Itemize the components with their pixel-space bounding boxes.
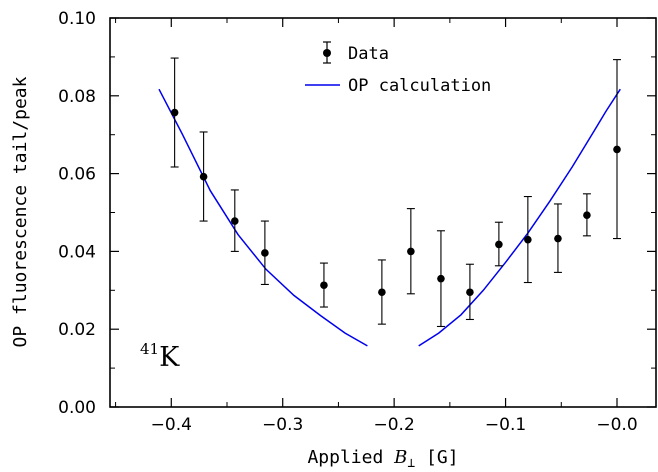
data-marker bbox=[437, 274, 445, 283]
y-tick-label: 0.08 bbox=[58, 87, 96, 107]
isotope-symbol: K bbox=[159, 342, 180, 373]
data-marker bbox=[495, 240, 503, 249]
data-marker bbox=[170, 108, 179, 117]
data-marker bbox=[524, 235, 532, 244]
data-marker bbox=[466, 288, 474, 297]
data-point bbox=[523, 196, 532, 284]
data-series bbox=[170, 57, 621, 328]
data-point bbox=[494, 221, 503, 267]
data-point bbox=[406, 208, 415, 295]
data-point bbox=[613, 59, 621, 240]
y-tick-label: 0.10 bbox=[58, 9, 96, 29]
data-marker bbox=[231, 217, 239, 225]
y-axis-title: OP fluorescence tail/peak bbox=[10, 76, 31, 347]
y-tick-label: 0.02 bbox=[58, 320, 96, 340]
data-point bbox=[199, 131, 208, 222]
op-calculation-series bbox=[158, 88, 621, 347]
data-marker bbox=[199, 172, 208, 181]
data-point bbox=[230, 189, 239, 252]
op-calculation-line bbox=[158, 88, 368, 347]
data-marker bbox=[320, 281, 328, 290]
x-tick-label: −0.1 bbox=[485, 415, 526, 435]
x-axis-title: Applied B⊥ [G] bbox=[307, 447, 458, 471]
legend-data-marker bbox=[323, 41, 331, 64]
data-point bbox=[260, 220, 269, 286]
x-axis-title-subscript: ⊥ bbox=[407, 456, 415, 471]
y-tick-label: 0.04 bbox=[58, 242, 96, 262]
y-tick-label: 0.00 bbox=[58, 398, 96, 418]
data-point bbox=[553, 203, 562, 273]
data-marker bbox=[261, 249, 269, 257]
x-tick-labels: −0.4 −0.3 −0.2 −0.1 −0.0 bbox=[151, 415, 638, 435]
svg-text:41K: 41K bbox=[140, 340, 180, 373]
x-axis-title-prefix: Applied bbox=[307, 447, 394, 468]
data-marker bbox=[554, 234, 562, 243]
x-axis-title-variable: B bbox=[393, 447, 407, 468]
legend-calc-label: OP calculation bbox=[348, 76, 491, 96]
data-point bbox=[465, 263, 474, 321]
data-marker bbox=[378, 288, 386, 297]
data-marker bbox=[407, 247, 415, 256]
x-tick-label: −0.0 bbox=[596, 415, 637, 435]
y-tick-label: 0.06 bbox=[58, 165, 96, 185]
x-axis-title-unit: [G] bbox=[415, 447, 458, 468]
data-point bbox=[377, 259, 386, 325]
isotope-mass-number: 41 bbox=[140, 340, 159, 358]
tick-marks bbox=[110, 17, 656, 408]
data-marker bbox=[583, 211, 591, 220]
data-point bbox=[436, 230, 445, 328]
x-tick-label: −0.4 bbox=[151, 415, 192, 435]
x-tick-label: −0.3 bbox=[262, 415, 303, 435]
data-point bbox=[319, 262, 328, 308]
data-marker bbox=[613, 145, 621, 154]
legend-data-label: Data bbox=[348, 44, 389, 64]
x-tick-label: −0.2 bbox=[374, 415, 415, 435]
data-point bbox=[582, 193, 591, 237]
isotope-label: 41K bbox=[140, 340, 180, 373]
data-point bbox=[170, 57, 179, 168]
op-calculation-line bbox=[418, 88, 621, 347]
legend: Data OP calculation bbox=[305, 41, 491, 96]
y-tick-labels: 0.00 0.02 0.04 0.06 0.08 0.10 bbox=[58, 9, 96, 418]
